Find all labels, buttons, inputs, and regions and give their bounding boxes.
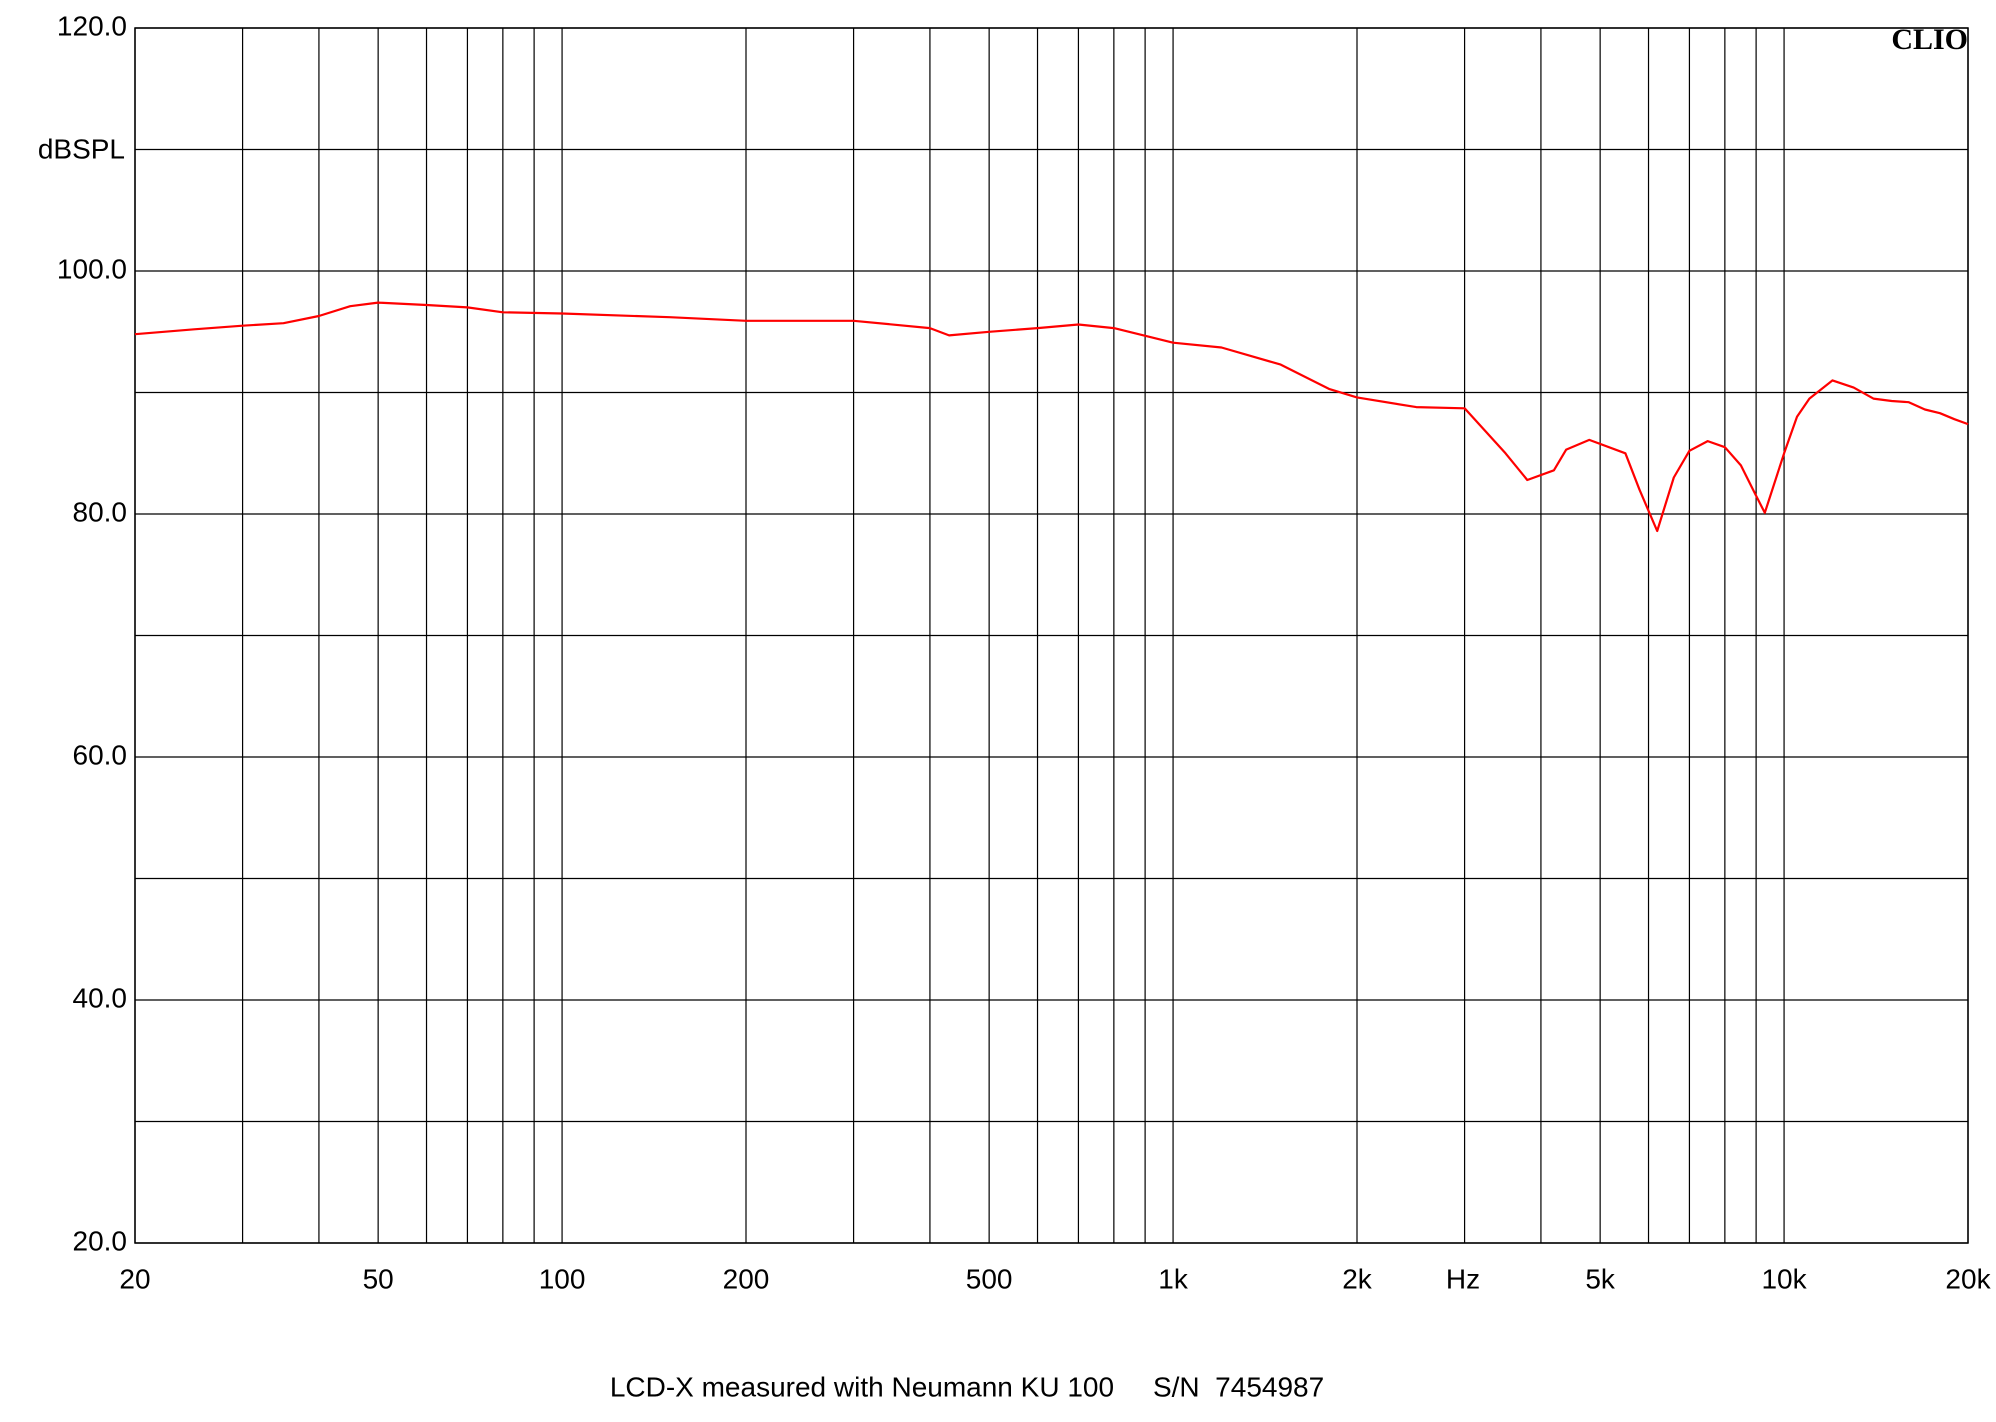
x-tick-label: 100: [539, 1263, 586, 1294]
x-tick-label: 50: [363, 1263, 394, 1294]
y-tick-label: 20.0: [73, 1225, 128, 1256]
x-tick-label: 500: [966, 1263, 1013, 1294]
x-axis-label: Hz: [1446, 1263, 1480, 1294]
chart-title: LCD-X measured with Neumann KU 100 S/N 7…: [610, 1371, 1324, 1402]
x-tick-label: 2k: [1342, 1263, 1373, 1294]
data-line: [134, 301, 1969, 533]
x-tick-label: 10k: [1761, 1263, 1807, 1294]
y-tick-label: 120.0: [57, 10, 127, 41]
y-axis-label: dBSPL: [38, 133, 125, 164]
x-tick-label: 20: [119, 1263, 150, 1294]
x-tick-label: 20k: [1945, 1263, 1991, 1294]
y-tick-label: 80.0: [73, 496, 128, 527]
y-tick-label: 40.0: [73, 982, 128, 1013]
x-tick-label: 1k: [1158, 1263, 1189, 1294]
x-tick-label: 5k: [1585, 1263, 1616, 1294]
x-tick-label: 200: [723, 1263, 770, 1294]
y-tick-label: 100.0: [57, 253, 127, 284]
y-tick-label: 60.0: [73, 739, 128, 770]
